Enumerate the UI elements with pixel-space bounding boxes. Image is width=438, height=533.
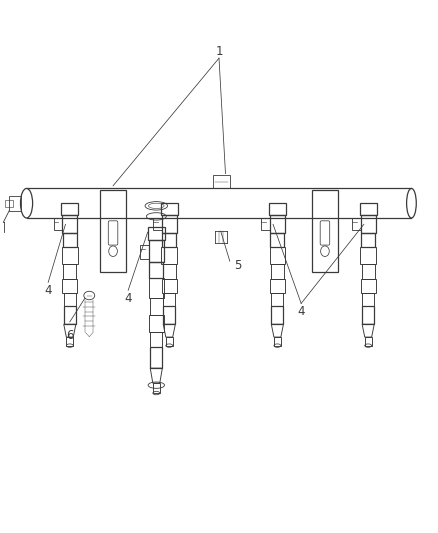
- Bar: [148, 278, 164, 298]
- Bar: [153, 219, 162, 230]
- Text: 6: 6: [66, 328, 74, 342]
- Bar: [100, 190, 126, 272]
- Bar: [66, 337, 73, 345]
- Bar: [150, 298, 163, 315]
- Bar: [270, 215, 285, 233]
- Bar: [63, 215, 77, 233]
- Bar: [261, 219, 270, 230]
- Bar: [271, 264, 284, 279]
- Bar: [361, 233, 375, 247]
- Bar: [162, 247, 177, 264]
- Bar: [163, 264, 176, 279]
- Bar: [150, 332, 162, 346]
- Bar: [362, 306, 374, 324]
- Bar: [362, 293, 374, 306]
- Bar: [269, 203, 286, 215]
- Bar: [62, 247, 78, 264]
- Bar: [162, 215, 177, 233]
- Text: 4: 4: [44, 284, 52, 297]
- Text: 4: 4: [124, 292, 132, 305]
- Bar: [212, 175, 230, 189]
- Bar: [271, 293, 283, 306]
- Bar: [64, 264, 76, 279]
- Bar: [362, 264, 374, 279]
- Text: 5: 5: [234, 259, 241, 272]
- Bar: [270, 247, 285, 264]
- Bar: [365, 337, 372, 345]
- Bar: [64, 306, 76, 324]
- Bar: [149, 240, 164, 262]
- Bar: [270, 233, 284, 247]
- Bar: [150, 346, 162, 368]
- Bar: [270, 279, 285, 293]
- Bar: [161, 203, 178, 215]
- Bar: [5, 200, 13, 207]
- Bar: [148, 227, 165, 240]
- Bar: [63, 279, 77, 293]
- Bar: [360, 203, 377, 215]
- Bar: [162, 233, 176, 247]
- Bar: [63, 233, 77, 247]
- Bar: [64, 293, 76, 306]
- Bar: [162, 279, 177, 293]
- Bar: [361, 215, 375, 233]
- Bar: [54, 219, 63, 230]
- Bar: [61, 203, 78, 215]
- Bar: [274, 337, 281, 345]
- Bar: [312, 190, 338, 272]
- Bar: [360, 247, 376, 264]
- Bar: [163, 293, 175, 306]
- Bar: [271, 306, 283, 324]
- Text: 4: 4: [297, 305, 305, 318]
- Bar: [140, 245, 149, 259]
- Bar: [163, 306, 175, 324]
- Bar: [9, 196, 21, 211]
- Bar: [352, 219, 361, 230]
- Bar: [361, 279, 375, 293]
- Bar: [166, 337, 173, 345]
- Bar: [149, 315, 164, 332]
- Bar: [149, 262, 163, 278]
- Bar: [153, 383, 160, 393]
- Text: 1: 1: [215, 45, 223, 58]
